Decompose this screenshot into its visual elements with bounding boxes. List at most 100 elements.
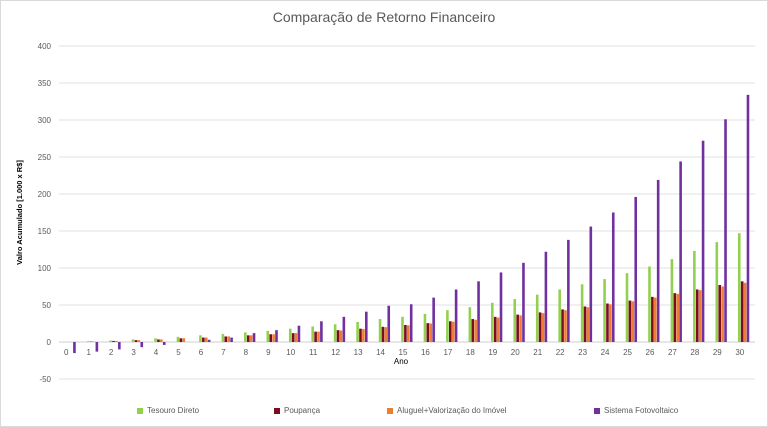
bar (131, 339, 135, 342)
bar (454, 289, 458, 342)
x-tick-label: 11 (309, 348, 318, 357)
bar (204, 337, 208, 342)
x-tick-label: 26 (646, 348, 655, 357)
bar (611, 212, 615, 342)
bar (701, 140, 705, 342)
bar (266, 330, 270, 342)
bar (535, 294, 539, 342)
legend-item: Poupança (274, 406, 320, 415)
bar (176, 336, 180, 342)
bar (140, 342, 144, 348)
x-tick-label: 29 (713, 348, 722, 357)
bar (499, 272, 503, 342)
bar (320, 321, 323, 342)
x-tick-label: 19 (488, 348, 497, 357)
bar (606, 303, 609, 342)
bar (589, 226, 593, 342)
y-tick-label: -50 (39, 375, 51, 384)
bar (653, 297, 657, 342)
bar (356, 322, 359, 342)
bar (693, 250, 696, 342)
y-tick-label: 350 (38, 79, 52, 88)
bar (628, 300, 632, 342)
bar (558, 289, 561, 342)
x-tick-label: 14 (376, 348, 385, 357)
bar (199, 335, 202, 342)
bar (381, 326, 385, 342)
x-tick-label: 24 (601, 348, 610, 357)
x-tick-label: 0 (64, 348, 69, 357)
bar (538, 312, 542, 342)
x-tick-label: 21 (533, 348, 542, 357)
bar (468, 307, 472, 342)
legend-swatch (274, 407, 280, 414)
legend-swatch (594, 407, 600, 414)
bar (648, 266, 651, 342)
bar (288, 328, 292, 342)
bar (743, 282, 747, 342)
x-tick-label: 22 (556, 348, 565, 357)
bar (115, 340, 118, 342)
bar (670, 259, 674, 342)
y-tick-label: 0 (47, 338, 52, 347)
x-tick-label: 10 (286, 348, 295, 357)
bar (384, 327, 388, 342)
bar (407, 325, 410, 342)
chart-title: Comparação de Retorno Financeiro (272, 9, 496, 25)
legend-label: Sistema Fotovoltaico (604, 406, 679, 415)
bar (336, 330, 340, 342)
bar (737, 233, 741, 342)
x-tick-label: 6 (199, 348, 204, 357)
bar (715, 242, 719, 342)
bar (496, 317, 500, 342)
bar (387, 305, 391, 342)
y-tick-label: 200 (38, 190, 52, 199)
y-tick-label: 250 (38, 153, 52, 162)
bar (297, 325, 301, 342)
bar (137, 340, 141, 342)
bar (625, 273, 629, 342)
x-tick-label: 23 (578, 348, 587, 357)
bar (224, 336, 228, 342)
bar (314, 331, 317, 342)
bar (493, 316, 497, 342)
bar (541, 313, 545, 342)
x-tick-label: 18 (466, 348, 475, 357)
bar (227, 336, 230, 342)
bar (182, 338, 186, 342)
bar (724, 119, 727, 342)
bar (721, 286, 724, 342)
y-tick-label: 150 (38, 227, 52, 236)
bar (491, 302, 494, 342)
bar (432, 297, 435, 342)
bar (317, 331, 320, 342)
bar (364, 311, 368, 342)
bar (567, 239, 570, 342)
bar (679, 161, 682, 342)
bar (676, 293, 680, 342)
x-tick-label: 9 (266, 348, 271, 357)
legend-item: Sistema Fotovoltaico (594, 406, 678, 415)
x-axis-label: Ano (394, 357, 409, 366)
bar (342, 316, 346, 342)
bar (477, 281, 480, 342)
bar (294, 333, 298, 342)
legend-item: Aluguel+Valorização do Imóvel (387, 406, 506, 415)
x-tick-label: 30 (735, 348, 744, 357)
bar (651, 296, 654, 342)
bar (179, 338, 183, 342)
bar (564, 310, 567, 342)
x-tick-label: 5 (176, 348, 181, 357)
x-tick-label: 8 (244, 348, 249, 357)
bar (449, 321, 452, 342)
bar (362, 329, 365, 342)
x-tick-label: 7 (221, 348, 226, 357)
x-tick-label: 25 (623, 348, 632, 357)
x-tick-label: 17 (443, 348, 452, 357)
x-tick-label: 16 (421, 348, 430, 357)
bar (73, 342, 76, 354)
x-tick-label: 3 (131, 348, 136, 357)
bar (95, 342, 99, 352)
bar (244, 332, 247, 342)
bar (409, 304, 413, 342)
